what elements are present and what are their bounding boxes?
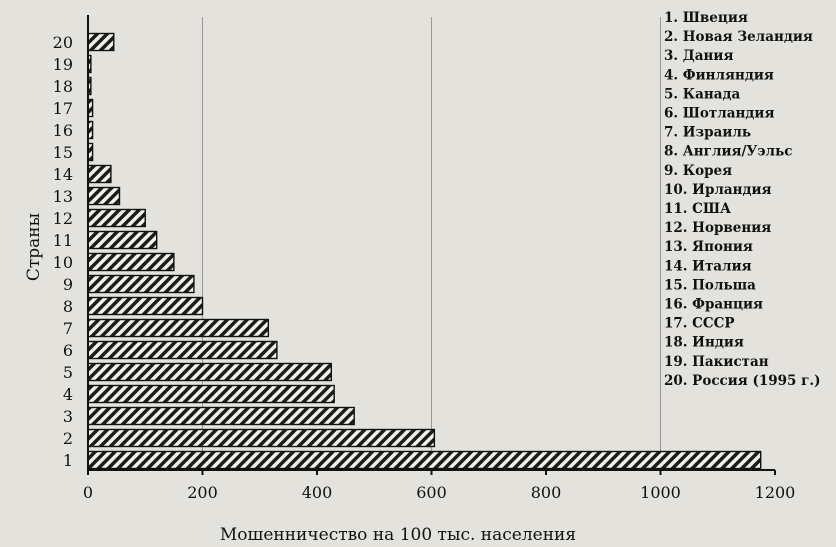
legend-item-20: 20. Россия (1995 г.) bbox=[664, 373, 821, 389]
legend-item-19: 19. Пакистан bbox=[664, 354, 769, 370]
y-tick-label-4: 4 bbox=[63, 385, 73, 404]
legend-item-5: 5. Канада bbox=[664, 86, 740, 102]
legend-item-14: 14. Италия bbox=[664, 258, 752, 274]
y-tick-label-18: 18 bbox=[53, 77, 73, 96]
bar-14 bbox=[87, 164, 112, 184]
bar-4 bbox=[87, 384, 335, 404]
legend-item-13: 13. Япония bbox=[664, 239, 753, 255]
bar-12 bbox=[87, 208, 146, 228]
legend-item-1: 1. Швеция bbox=[664, 10, 748, 26]
legend-item-15: 15. Польша bbox=[664, 277, 756, 293]
x-tick-label-0: 0 bbox=[83, 483, 93, 502]
x-tick-label-800: 800 bbox=[531, 483, 562, 502]
x-tick-label-1200: 1200 bbox=[755, 483, 796, 502]
y-tick-label-15: 15 bbox=[53, 143, 73, 162]
y-tick-label-9: 9 bbox=[63, 275, 73, 294]
y-tick-label-8: 8 bbox=[63, 297, 73, 316]
legend-item-8: 8. Англия/Уэльс bbox=[664, 144, 792, 160]
legend-item-9: 9. Корея bbox=[664, 163, 732, 179]
x-tick-label-200: 200 bbox=[187, 483, 218, 502]
y-tick-label-5: 5 bbox=[63, 363, 73, 382]
legend-item-12: 12. Норвения bbox=[664, 220, 771, 236]
x-axis-title: Мошенничество на 100 тыс. населения bbox=[220, 525, 576, 545]
legend-item-11: 11. США bbox=[664, 201, 731, 217]
x-tick-label-400: 400 bbox=[302, 483, 333, 502]
bar-5 bbox=[87, 362, 333, 382]
y-tick-label-7: 7 bbox=[63, 319, 73, 338]
y-tick-label-20: 20 bbox=[53, 33, 73, 52]
y-axis-title: Страны bbox=[24, 213, 44, 281]
bar-6 bbox=[87, 340, 278, 360]
legend-item-2: 2. Новая Зеландия bbox=[664, 29, 813, 45]
legend: 1. Швеция 2. Новая Зеландия 3. Дания 4. Фин… bbox=[664, 10, 821, 389]
x-tick-label-600: 600 bbox=[416, 483, 447, 502]
y-tick-label-13: 13 bbox=[53, 187, 73, 206]
legend-item-18: 18. Индия bbox=[664, 335, 744, 351]
y-tick-label-2: 2 bbox=[63, 429, 73, 448]
axes bbox=[87, 15, 776, 475]
bar-13 bbox=[87, 186, 121, 206]
legend-item-6: 6. Шотландия bbox=[664, 106, 774, 122]
bar-1 bbox=[87, 450, 762, 470]
legend-item-16: 16. Франция bbox=[664, 297, 763, 313]
y-tick-label-14: 14 bbox=[53, 165, 73, 184]
y-tick-label-11: 11 bbox=[53, 231, 73, 250]
y-tick-label-1: 1 bbox=[63, 451, 73, 470]
bar-2 bbox=[87, 428, 436, 448]
bar-20 bbox=[87, 32, 115, 52]
x-tick-label-1000: 1000 bbox=[640, 483, 681, 502]
bar-11 bbox=[87, 230, 158, 250]
y-tick-label-16: 16 bbox=[53, 121, 73, 140]
y-tick-label-10: 10 bbox=[53, 253, 73, 272]
x-tick-labels: 0 200 400 600 800 1000 1200 bbox=[83, 483, 795, 502]
legend-item-17: 17. СССР bbox=[664, 316, 735, 332]
bar-10 bbox=[87, 252, 175, 272]
y-tick-label-6: 6 bbox=[63, 341, 73, 360]
y-tick-label-17: 17 bbox=[53, 99, 73, 118]
bar-9 bbox=[87, 274, 195, 294]
y-tick-label-19: 19 bbox=[53, 55, 73, 74]
y-tick-label-3: 3 bbox=[63, 407, 73, 426]
bar-8 bbox=[87, 296, 204, 316]
legend-item-3: 3. Дания bbox=[664, 48, 733, 64]
y-tick-label-12: 12 bbox=[53, 209, 73, 228]
legend-item-7: 7. Израиль bbox=[664, 125, 751, 141]
bar-3 bbox=[87, 406, 355, 426]
legend-item-4: 4. Финляндия bbox=[664, 67, 774, 83]
bar-7 bbox=[87, 318, 270, 338]
legend-item-10: 10. Ирландия bbox=[664, 182, 772, 198]
